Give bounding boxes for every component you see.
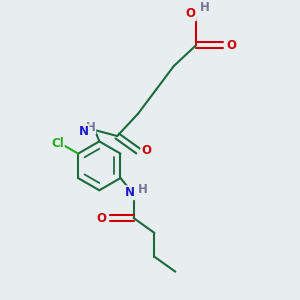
Text: Cl: Cl: [51, 137, 64, 150]
Text: O: O: [186, 7, 196, 20]
Text: H: H: [138, 183, 148, 196]
Text: N: N: [125, 186, 135, 199]
Text: O: O: [141, 144, 152, 158]
Text: H: H: [200, 1, 209, 14]
Text: H: H: [85, 121, 95, 134]
Text: O: O: [226, 39, 236, 52]
Text: N: N: [79, 125, 88, 138]
Text: O: O: [96, 212, 106, 224]
